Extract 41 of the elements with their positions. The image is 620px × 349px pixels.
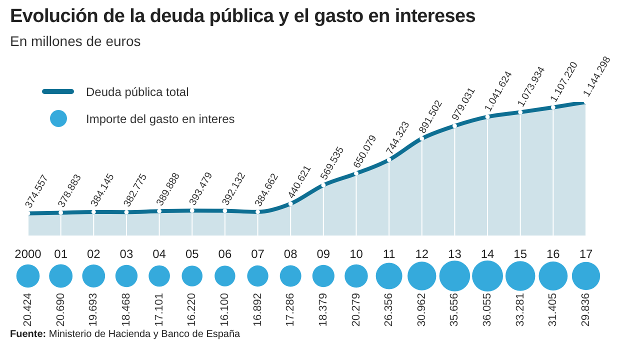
x-tick-label: 09 <box>316 247 330 262</box>
x-tick-label: 2000 <box>14 247 42 262</box>
x-tick-label: 16 <box>546 247 560 262</box>
x-tick-label: 14 <box>480 247 495 262</box>
data-label: 16.100 <box>218 293 231 327</box>
x-tick-label: 04 <box>152 247 166 262</box>
data-label: 20.424 <box>22 293 34 327</box>
data-label: 36.055 <box>482 293 494 327</box>
x-tick-label: 03 <box>120 247 134 262</box>
source-note: Fuente: Ministerio de Hacienda y Banco de España <box>10 329 240 340</box>
chart-subtitle: En millones de euros <box>10 33 141 49</box>
chart-title: Evolución de la deuda pública y el gasto en intereses <box>10 6 476 28</box>
x-tick-label: 15 <box>514 247 528 262</box>
data-label: 31.405 <box>547 293 560 327</box>
x-tick-label: 10 <box>350 247 364 262</box>
x-tick-label: 12 <box>415 247 429 262</box>
data-label: 35.656 <box>448 293 461 327</box>
x-tick-label: 07 <box>251 247 265 262</box>
data-label: 17.286 <box>284 293 297 327</box>
data-label: 20.690 <box>54 293 67 327</box>
data-label: 16.220 <box>186 293 198 327</box>
x-tick-label: 13 <box>448 247 462 262</box>
data-label: 19.693 <box>88 293 100 327</box>
data-label: 18.379 <box>317 293 330 327</box>
data-label: 17.101 <box>153 293 166 327</box>
x-tick-label: 11 <box>382 247 396 262</box>
x-tick-label: 01 <box>54 247 68 262</box>
data-label: 20.279 <box>350 293 362 327</box>
data-label: 16.892 <box>252 293 264 327</box>
data-label: 30.962 <box>416 293 428 327</box>
data-label: 18.468 <box>120 293 132 327</box>
x-tick-label: 08 <box>284 247 298 262</box>
data-label: 26.356 <box>383 293 396 327</box>
x-tick-label: 02 <box>86 247 101 262</box>
x-tick-label: 06 <box>218 247 232 262</box>
x-tick-label: 05 <box>185 247 200 262</box>
legend-label: Importe del gasto en interes <box>86 112 235 126</box>
data-label: 33.281 <box>514 293 526 327</box>
legend-label: Deuda pública total <box>86 84 189 98</box>
data-label: 29.836 <box>580 293 592 327</box>
x-tick-label: 17 <box>579 247 593 262</box>
